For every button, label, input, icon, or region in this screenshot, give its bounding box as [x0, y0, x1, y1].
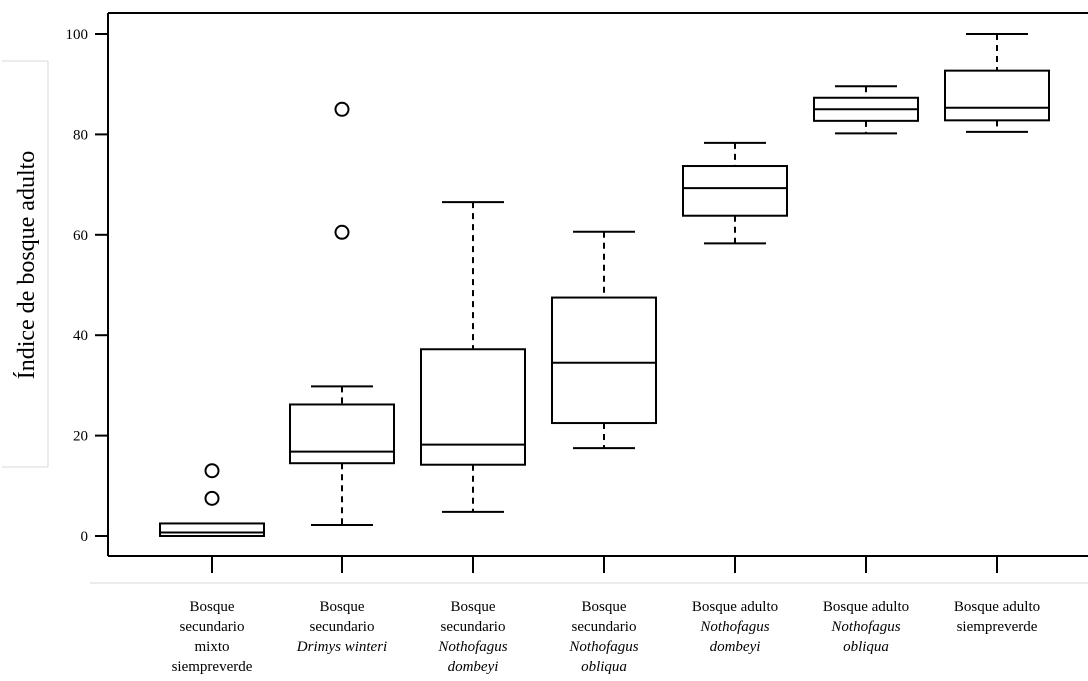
y-tick-label: 100 [66, 27, 89, 43]
y-tick-label: 60 [73, 228, 88, 244]
x-category-label: Nothofagus [699, 619, 769, 635]
box [551, 296, 657, 425]
x-category-label: secundario [310, 619, 375, 635]
outlier-point [334, 224, 350, 240]
x-category-label: Bosque [582, 599, 627, 615]
x-category-label: dombeyi [710, 639, 761, 655]
x-category-label: secundario [572, 619, 637, 635]
x-category-label: Nothofagus [437, 639, 507, 655]
x-category-label: Bosque adulto [692, 599, 778, 615]
x-category-label: Bosque adulto [823, 599, 909, 615]
y-axis-label: Índice de bosque adulto [14, 151, 40, 380]
box [289, 403, 395, 465]
x-category-label: obliqua [843, 639, 889, 655]
box [159, 522, 265, 538]
plot-area: 0 20 40 60 80 100 Bosque secundario mixto siempre… [66, 12, 1088, 675]
box [944, 69, 1050, 122]
x-category-label: siempreverde [172, 659, 253, 675]
y-tick-label: 20 [73, 429, 88, 445]
x-category-label: obliqua [581, 659, 627, 675]
x-category-label: Nothofagus [568, 639, 638, 655]
x-category-label: Nothofagus [830, 619, 900, 635]
y-tick-label: 40 [73, 328, 88, 344]
y-tick-label: 0 [81, 529, 89, 545]
box [420, 348, 526, 466]
box [682, 165, 788, 217]
outlier-point [204, 463, 220, 479]
x-category-label: mixto [194, 639, 229, 655]
outlier-point [334, 101, 350, 117]
x-category-label: siempreverde [957, 619, 1038, 635]
x-category-label: secundario [180, 619, 245, 635]
y-tick-label: 80 [73, 127, 88, 143]
x-category-label: Bosque [451, 599, 496, 615]
x-category-label: secundario [441, 619, 506, 635]
outlier-point [204, 490, 220, 506]
x-category-label: Drimys winteri [296, 639, 387, 655]
x-category-label: Bosque [190, 599, 235, 615]
x-category-label: Bosque adulto [954, 599, 1040, 615]
x-category-label: dombeyi [448, 659, 499, 675]
x-category-label: Bosque [320, 599, 365, 615]
